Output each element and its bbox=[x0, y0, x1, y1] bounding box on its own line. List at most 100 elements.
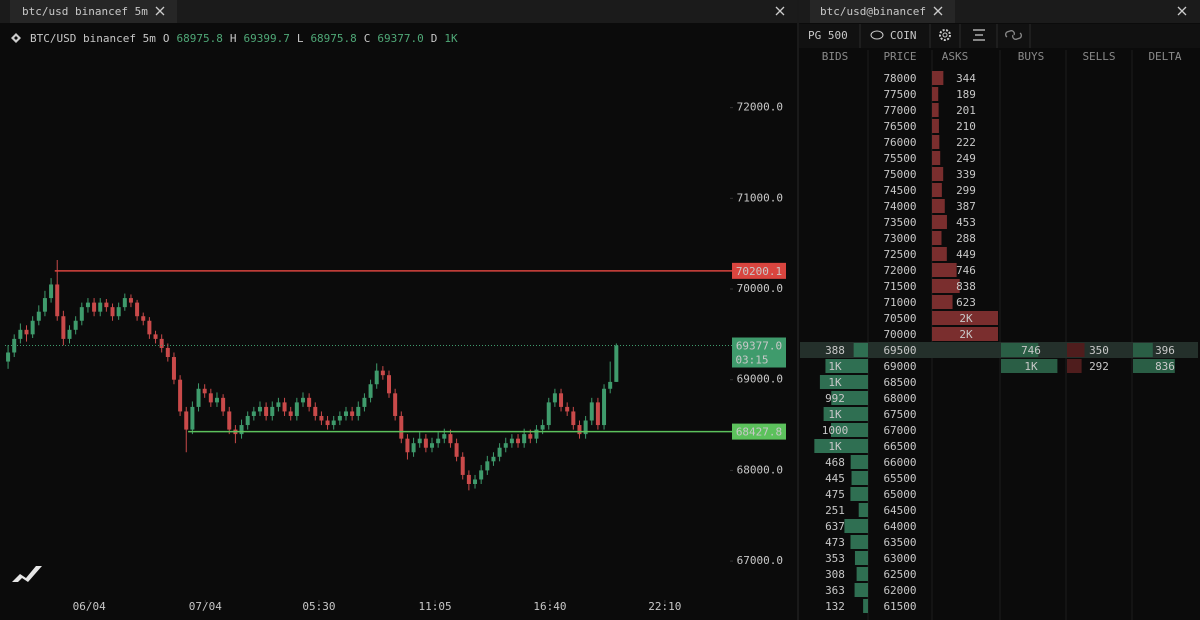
ask-bar bbox=[932, 199, 945, 213]
align-button[interactable] bbox=[973, 29, 985, 41]
ask-size: 249 bbox=[956, 152, 976, 165]
tab-title: btc/usd binancef 5m bbox=[22, 5, 148, 18]
ask-size: 746 bbox=[956, 264, 976, 277]
candle-body bbox=[608, 381, 613, 389]
symbol-icon bbox=[11, 33, 21, 43]
candle-body bbox=[239, 425, 244, 435]
candle-body bbox=[343, 411, 348, 416]
panel-close[interactable] bbox=[775, 6, 785, 16]
candle-body bbox=[110, 307, 115, 317]
ask-bar bbox=[932, 103, 939, 117]
price: 64000 bbox=[883, 520, 916, 533]
price: 78000 bbox=[883, 72, 916, 85]
chart: 67000.0 68000.0 69000.0 70000.0 71000.0 72000… bbox=[5, 101, 786, 613]
ask-size: 189 bbox=[956, 88, 976, 101]
bid-bar bbox=[831, 423, 868, 437]
candle-body bbox=[473, 479, 478, 485]
panel-close[interactable] bbox=[1177, 6, 1187, 16]
candle-body bbox=[227, 411, 232, 430]
bid-size: 445 bbox=[825, 472, 845, 485]
ask-bar bbox=[932, 231, 942, 245]
settings-button[interactable] bbox=[939, 29, 951, 41]
x-tick-label: 06/04 bbox=[73, 600, 106, 613]
candle-body bbox=[356, 406, 361, 416]
ask-size: 449 bbox=[956, 248, 976, 261]
candle-body bbox=[454, 443, 459, 457]
candle-body bbox=[559, 393, 564, 407]
candle-body bbox=[411, 443, 416, 453]
candle-body bbox=[214, 397, 219, 403]
delta-volume: 396 bbox=[1155, 344, 1175, 357]
candle-body bbox=[79, 307, 84, 321]
ask-bar bbox=[932, 71, 944, 85]
candle-body bbox=[24, 329, 29, 335]
ask-bar bbox=[932, 135, 940, 149]
candle-body bbox=[436, 438, 441, 444]
candle-body bbox=[417, 438, 422, 444]
candle-body bbox=[405, 438, 410, 453]
price: 69000 bbox=[883, 360, 916, 373]
y-tick-label: 70000.0 bbox=[737, 282, 783, 295]
price: 63000 bbox=[883, 552, 916, 565]
tab[interactable] bbox=[810, 0, 955, 23]
bid-bar bbox=[814, 439, 868, 453]
candle-body bbox=[36, 311, 41, 321]
x-tick-label: 22:10 bbox=[648, 600, 681, 613]
logo bbox=[12, 566, 42, 582]
legend-symbol: BTC/USD binancef 5m bbox=[30, 32, 156, 45]
candle-body bbox=[116, 307, 121, 317]
candle-body bbox=[362, 397, 367, 407]
price: 68500 bbox=[883, 376, 916, 389]
sell-bar bbox=[1067, 359, 1082, 373]
candle-body bbox=[430, 443, 435, 448]
candle-body bbox=[153, 334, 158, 339]
candle-body bbox=[85, 302, 90, 308]
y-tick-label: 68000.0 bbox=[737, 463, 783, 476]
group-button[interactable]: PG 500 bbox=[808, 29, 848, 42]
buy-bar bbox=[1001, 343, 1039, 357]
candle-body bbox=[387, 375, 392, 394]
candle-body bbox=[73, 320, 78, 330]
bid-size: 308 bbox=[825, 568, 845, 581]
link-button[interactable] bbox=[1005, 30, 1022, 40]
candle-body bbox=[479, 470, 484, 480]
price: 64500 bbox=[883, 504, 916, 517]
tab-close[interactable] bbox=[155, 6, 165, 16]
countdown: 03:15 bbox=[735, 354, 768, 367]
candle-body bbox=[614, 345, 619, 382]
candle-body bbox=[276, 402, 281, 407]
candle-body bbox=[313, 406, 318, 416]
candle-body bbox=[92, 302, 97, 312]
price: 69500 bbox=[883, 344, 916, 357]
candle-body bbox=[251, 411, 256, 416]
price: 65500 bbox=[883, 472, 916, 485]
column-header: ASKS bbox=[942, 50, 969, 63]
ask-bar bbox=[932, 87, 939, 101]
ask-size: 453 bbox=[956, 216, 976, 229]
candle-body bbox=[270, 406, 275, 416]
buy-bar bbox=[1001, 359, 1058, 373]
ask-bar bbox=[932, 215, 947, 229]
bid-size: 388 bbox=[825, 344, 845, 357]
bid-bar bbox=[854, 551, 868, 565]
candle-body bbox=[49, 284, 54, 299]
price: 73000 bbox=[883, 232, 916, 245]
price: 74500 bbox=[883, 184, 916, 197]
bid-size: 1K bbox=[828, 376, 842, 389]
price: 76500 bbox=[883, 120, 916, 133]
unit-button[interactable]: COIN bbox=[890, 29, 917, 42]
candle-body bbox=[208, 393, 213, 403]
candle-body bbox=[540, 425, 545, 430]
last-price-label: 69377.0 bbox=[736, 340, 782, 353]
current-row bbox=[800, 342, 1198, 358]
tab-close[interactable] bbox=[933, 6, 943, 16]
price: 70500 bbox=[883, 312, 916, 325]
candle-body bbox=[509, 438, 514, 444]
candle-body bbox=[368, 384, 373, 398]
bid-bar bbox=[858, 503, 868, 517]
bid-size: 475 bbox=[825, 488, 845, 501]
bid-size: 132 bbox=[825, 600, 845, 613]
tab[interactable] bbox=[10, 0, 177, 23]
candle-body bbox=[159, 338, 164, 348]
candle-body bbox=[602, 388, 607, 426]
